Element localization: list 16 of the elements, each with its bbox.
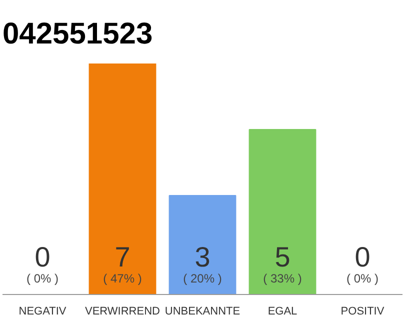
annotation: ( 0% ) [26,272,59,286]
x-tick-label: EGAL [268,306,298,318]
annotation: ( 33% ) [263,272,302,286]
x-tick-label: VERWIRREND [85,306,160,318]
data-label: 7 [114,242,130,272]
data-label: 0 [34,242,50,272]
annotation: ( 47% ) [103,272,142,286]
x-tick-label: UNBEKANNTE [164,306,240,318]
chart-title: 042551523 [2,18,153,50]
x-tick-label: NEGATIV [18,306,67,318]
data-label: 0 [354,242,370,272]
annotation: ( 0% ) [346,272,379,286]
data-label: 5 [274,242,290,272]
x-tick-label: POSITIV [340,306,385,318]
annotation: ( 20% ) [183,272,222,286]
data-label: 3 [194,242,210,272]
